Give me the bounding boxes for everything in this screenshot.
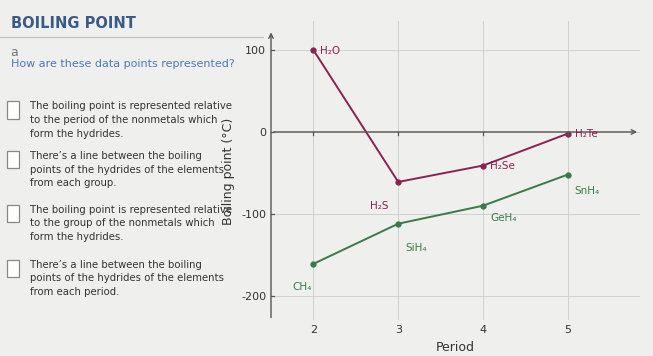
Text: a: a bbox=[10, 46, 18, 59]
X-axis label: Period: Period bbox=[436, 341, 475, 354]
Bar bbox=[7, 151, 20, 168]
Bar bbox=[7, 205, 20, 222]
Text: H₂S: H₂S bbox=[370, 201, 389, 211]
Text: H₂Te: H₂Te bbox=[575, 130, 597, 140]
Text: GeH₄: GeH₄ bbox=[490, 213, 517, 222]
Text: CH₄: CH₄ bbox=[293, 282, 312, 292]
Text: The boiling point is represented relative
to the period of the nonmetals which
f: The boiling point is represented relativ… bbox=[31, 101, 232, 138]
Text: How are these data points represented?: How are these data points represented? bbox=[10, 59, 234, 69]
Text: SnH₄: SnH₄ bbox=[575, 186, 600, 196]
Text: SiH₄: SiH₄ bbox=[405, 243, 427, 253]
Text: H₂Se: H₂Se bbox=[490, 161, 515, 171]
Text: BOILING POINT: BOILING POINT bbox=[10, 16, 135, 31]
Text: There’s a line between the boiling
points of the hydrides of the elements
from e: There’s a line between the boiling point… bbox=[31, 260, 225, 297]
Text: H₂O: H₂O bbox=[321, 46, 340, 56]
Bar bbox=[7, 260, 20, 277]
Y-axis label: Boiling point (°C): Boiling point (°C) bbox=[223, 117, 236, 225]
Text: There’s a line between the boiling
points of the hydrides of the elements
from e: There’s a line between the boiling point… bbox=[31, 151, 225, 188]
Text: The boiling point is represented relative
to the group of the nonmetals which 
f: The boiling point is represented relativ… bbox=[31, 205, 232, 242]
Bar bbox=[7, 101, 20, 119]
